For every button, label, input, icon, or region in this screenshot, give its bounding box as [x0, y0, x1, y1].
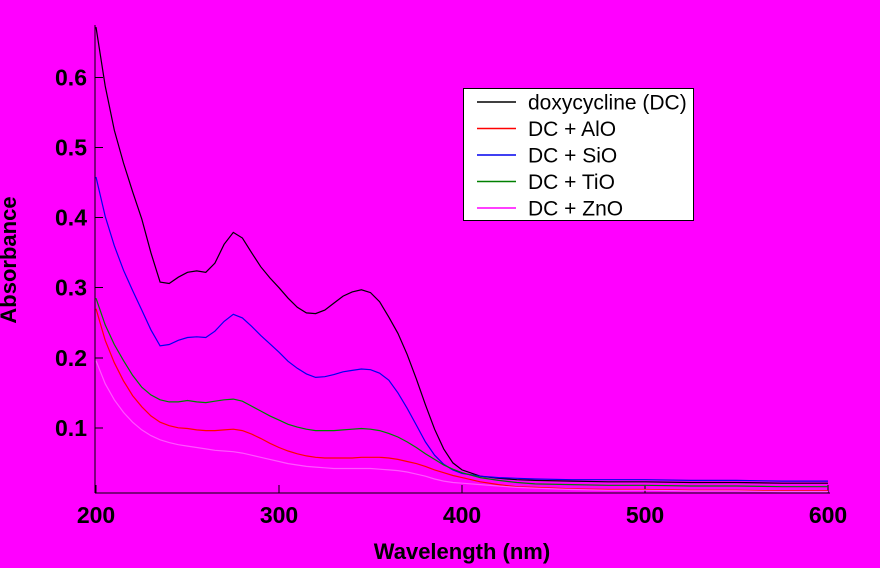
x-axis-title: Wavelength (nm) [374, 539, 550, 564]
x-axis-ticks: 200 300 400 500 600 [77, 485, 847, 528]
legend-label-dc-alo: DC + AlO [528, 118, 616, 141]
y-tick-label: 0.2 [55, 345, 87, 371]
x-tick-label: 400 [443, 502, 481, 528]
y-axis-title: Absorbance [0, 196, 21, 323]
legend-label-dc-tio: DC + TiO [528, 171, 615, 194]
y-tick-label: 0.3 [55, 275, 87, 301]
y-axis-ticks: 0.1 0.2 0.3 0.4 0.5 0.6 [55, 65, 103, 441]
series-line-dc-tio [95, 298, 828, 488]
legend: doxycycline (DC) DC + AlO DC + SiO DC + TiO… [463, 88, 694, 221]
y-tick-label: 0.4 [55, 205, 87, 231]
legend-label-doxycycline-dc: doxycycline (DC) [528, 92, 687, 115]
series-lines [95, 27, 828, 493]
y-tick-label: 0.5 [55, 135, 87, 161]
y-tick-label: 0.6 [55, 65, 87, 91]
x-tick-label: 500 [626, 502, 664, 528]
series-line-dc-zno [95, 360, 828, 493]
x-tick-label: 200 [77, 502, 115, 528]
y-tick-label: 0.1 [55, 415, 87, 441]
legend-label-dc-zno: DC + ZnO [528, 198, 623, 221]
x-tick-label: 300 [260, 502, 298, 528]
x-tick-label: 600 [809, 502, 847, 528]
series-line-doxycycline-dc [95, 27, 828, 484]
series-line-dc-alo [95, 308, 828, 492]
legend-label-dc-sio: DC + SiO [528, 145, 617, 168]
series-line-dc-sio [95, 176, 828, 482]
